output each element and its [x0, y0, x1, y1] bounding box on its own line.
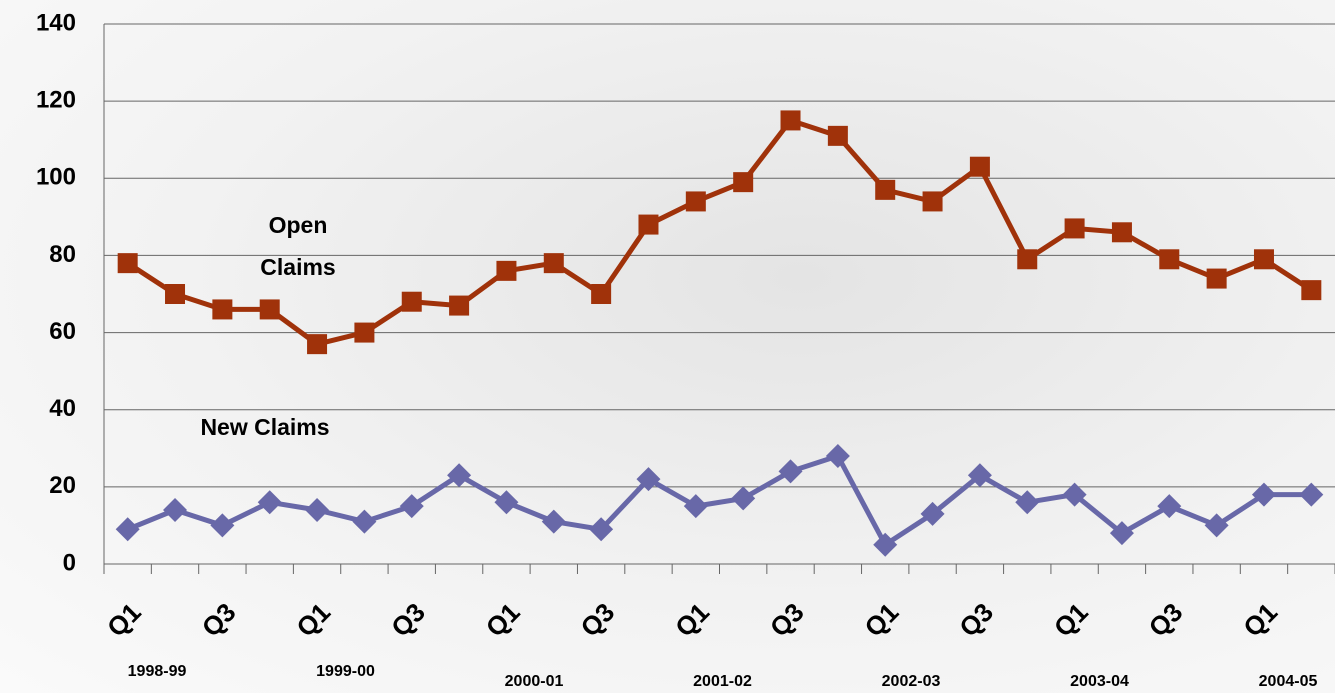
marker: [1253, 249, 1274, 270]
marker: [401, 291, 422, 312]
marker: [163, 498, 188, 522]
marker: [589, 517, 614, 542]
marker: [825, 444, 850, 468]
marker: [685, 191, 706, 212]
x-tick-label: Q1: [290, 597, 336, 643]
x-tick-label: Q3: [953, 597, 999, 643]
marker: [115, 517, 140, 542]
y-tick-label: 40: [49, 395, 76, 422]
marker: [1299, 482, 1324, 507]
x-tick-label: Q3: [385, 597, 431, 643]
marker: [875, 179, 896, 200]
x-tick-label: Q3: [764, 597, 810, 643]
x-tick-label: Q1: [669, 597, 715, 643]
marker: [117, 253, 138, 274]
marker: [1111, 222, 1132, 243]
group-label: 2004-05: [1259, 673, 1318, 690]
marker: [733, 172, 754, 193]
marker: [496, 260, 517, 281]
marker: [305, 498, 330, 522]
marker: [731, 486, 756, 511]
marker: [778, 459, 803, 484]
marker: [1109, 521, 1134, 546]
marker: [165, 284, 186, 304]
marker: [257, 490, 282, 515]
series-line: [126, 452, 1312, 549]
marker: [780, 110, 801, 131]
x-tick-label: Q1: [1048, 597, 1094, 643]
marker: [1204, 513, 1229, 538]
x-tick-label: Q1: [859, 597, 905, 643]
marker: [1017, 249, 1038, 270]
marker: [683, 494, 708, 519]
x-tick-label: Q1: [1237, 597, 1283, 643]
marker: [591, 284, 612, 304]
marker: [210, 513, 235, 538]
y-tick-label: 20: [49, 472, 76, 499]
marker: [259, 299, 280, 320]
marker: [1064, 218, 1085, 239]
marker: [212, 299, 233, 320]
marker: [352, 509, 377, 534]
marker: [920, 501, 945, 526]
y-tick-label: 80: [49, 241, 76, 268]
marker: [307, 334, 328, 355]
marker: [636, 467, 661, 492]
marker: [541, 509, 566, 534]
y-tick-label: 140: [36, 9, 76, 36]
marker: [354, 322, 375, 343]
group-label: 2000-01: [505, 673, 564, 690]
marker: [827, 125, 848, 146]
group-label: 2003-04: [1070, 673, 1129, 690]
group-label: 2001-02: [693, 673, 752, 690]
series-label: New Claims: [200, 414, 330, 440]
group-label: 1998-99: [128, 663, 187, 680]
marker: [1159, 249, 1180, 270]
marker: [967, 463, 992, 488]
marker: [922, 191, 943, 212]
series-label: Open Claims: [260, 212, 336, 280]
x-tick-label: Q1: [101, 597, 147, 643]
x-tick-label: Q1: [480, 597, 526, 643]
x-tick-label: Q3: [574, 597, 620, 643]
marker: [494, 490, 519, 515]
marker: [1015, 490, 1040, 515]
marker: [1251, 482, 1276, 507]
y-tick-label: 120: [36, 86, 76, 113]
marker: [1206, 268, 1227, 289]
marker: [969, 156, 990, 177]
marker: [447, 463, 472, 488]
x-tick-label: Q3: [196, 597, 242, 643]
marker: [543, 253, 564, 274]
group-label: 2002-03: [882, 673, 941, 690]
marker: [1157, 494, 1182, 519]
y-tick-label: 60: [49, 318, 76, 345]
y-tick-label: 0: [63, 549, 76, 576]
marker: [399, 494, 424, 519]
marker: [1301, 280, 1322, 301]
marker: [638, 214, 659, 235]
x-tick-label: Q3: [1143, 597, 1189, 643]
y-tick-label: 100: [36, 164, 76, 191]
marker: [449, 295, 470, 316]
marker: [1062, 482, 1087, 507]
marker: [873, 532, 898, 557]
group-label: 1999-00: [316, 663, 375, 680]
